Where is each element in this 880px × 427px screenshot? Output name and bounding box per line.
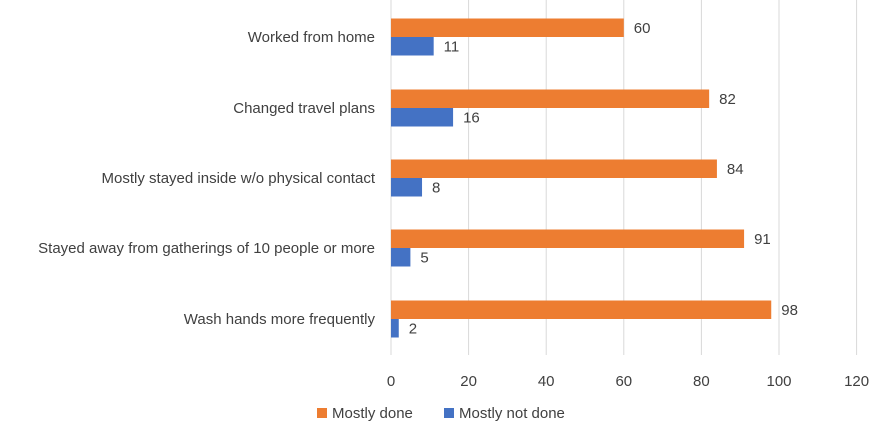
category-label: Mostly stayed inside w/o physical contac… xyxy=(102,170,376,187)
x-tick-label: 0 xyxy=(387,373,395,390)
data-label: 91 xyxy=(754,231,771,248)
data-label: 11 xyxy=(444,38,460,55)
data-label: 2 xyxy=(409,320,417,337)
legend-swatch xyxy=(317,408,327,418)
x-tick-label: 120 xyxy=(844,373,869,390)
bar-mostly-not-done xyxy=(391,248,411,267)
bar-mostly-done xyxy=(391,229,745,248)
category-label: Changed travel plans xyxy=(233,100,375,117)
data-label: 82 xyxy=(719,91,736,108)
bar-mostly-not-done xyxy=(391,319,399,338)
legend-swatch xyxy=(444,408,454,418)
bar-mostly-done xyxy=(391,89,710,108)
x-tick-label: 40 xyxy=(538,373,555,390)
legend-label: Mostly not done xyxy=(459,405,565,422)
category-label: Worked from home xyxy=(248,29,375,46)
data-label: 98 xyxy=(781,302,798,319)
bar-mostly-not-done xyxy=(391,37,434,56)
data-label: 5 xyxy=(420,249,428,266)
bar-mostly-not-done xyxy=(391,178,423,197)
data-label: 84 xyxy=(727,161,744,178)
x-tick-label: 80 xyxy=(693,373,710,390)
legend-label: Mostly done xyxy=(332,405,413,422)
category-label: Wash hands more frequently xyxy=(184,311,376,328)
category-label: Stayed away from gatherings of 10 people… xyxy=(38,240,375,257)
data-label: 60 xyxy=(634,20,651,37)
data-label: 8 xyxy=(432,179,440,196)
bar-mostly-done xyxy=(391,300,772,319)
bar-mostly-not-done xyxy=(391,108,454,127)
data-label: 16 xyxy=(463,109,480,126)
bar-mostly-done xyxy=(391,18,624,37)
x-tick-label: 100 xyxy=(766,373,791,390)
x-tick-label: 20 xyxy=(460,373,477,390)
bar-mostly-done xyxy=(391,159,717,178)
x-tick-label: 60 xyxy=(615,373,632,390)
